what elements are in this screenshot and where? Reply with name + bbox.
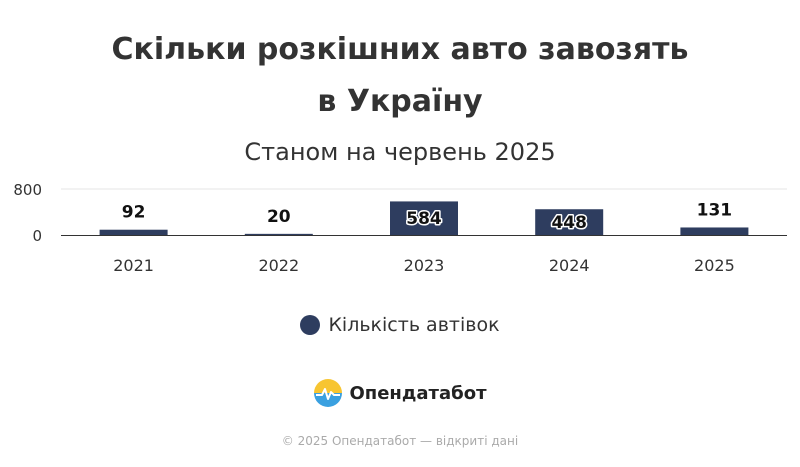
- bar[interactable]: [680, 227, 749, 235]
- chart-title-line-2: в Україну: [317, 84, 483, 119]
- x-tick-label: 2025: [694, 256, 735, 275]
- logo-text: Опендатабот: [349, 382, 487, 404]
- x-tick-label: 2022: [258, 256, 299, 275]
- data-label: 20: [267, 207, 291, 227]
- y-tick-label: 800: [13, 181, 42, 199]
- footer-copyright: © 2025 Опендатабот — відкриті дані: [281, 434, 519, 448]
- bar[interactable]: [535, 209, 604, 235]
- bar[interactable]: [99, 229, 168, 235]
- data-label: 131: [697, 200, 733, 220]
- data-label: 584: [406, 209, 442, 229]
- x-tick-label: 2024: [549, 256, 590, 275]
- brand-logo: Опендатабот: [0, 378, 800, 408]
- bar[interactable]: [244, 233, 313, 235]
- data-label: 448: [551, 213, 587, 233]
- y-tick-label: 0: [32, 227, 42, 245]
- chart-title-line-1: Скільки розкішних авто завозять: [111, 32, 689, 67]
- data-labels: 92 20 584 448 131: [120, 199, 733, 235]
- legend-label: Кількість автівок: [328, 314, 500, 336]
- opendatabot-logo-icon: [314, 379, 343, 407]
- data-label: 92: [122, 203, 146, 223]
- x-tick-label: 2023: [404, 256, 445, 275]
- bars: [99, 201, 749, 235]
- bar[interactable]: [390, 201, 458, 235]
- chart-legend[interactable]: Кількість автівок: [0, 314, 800, 336]
- bar-chart: 0 800 92 20 584 448 131 2021 2022 2023 2024 2025: [13, 181, 787, 275]
- legend-swatch: [300, 315, 321, 335]
- y-axis: 0 800: [13, 181, 42, 245]
- x-axis: 2021 2022 2023 2024 2025: [61, 235, 787, 275]
- chart-subtitle: Станом на червень 2025: [244, 138, 556, 166]
- x-tick-label: 2021: [113, 256, 154, 275]
